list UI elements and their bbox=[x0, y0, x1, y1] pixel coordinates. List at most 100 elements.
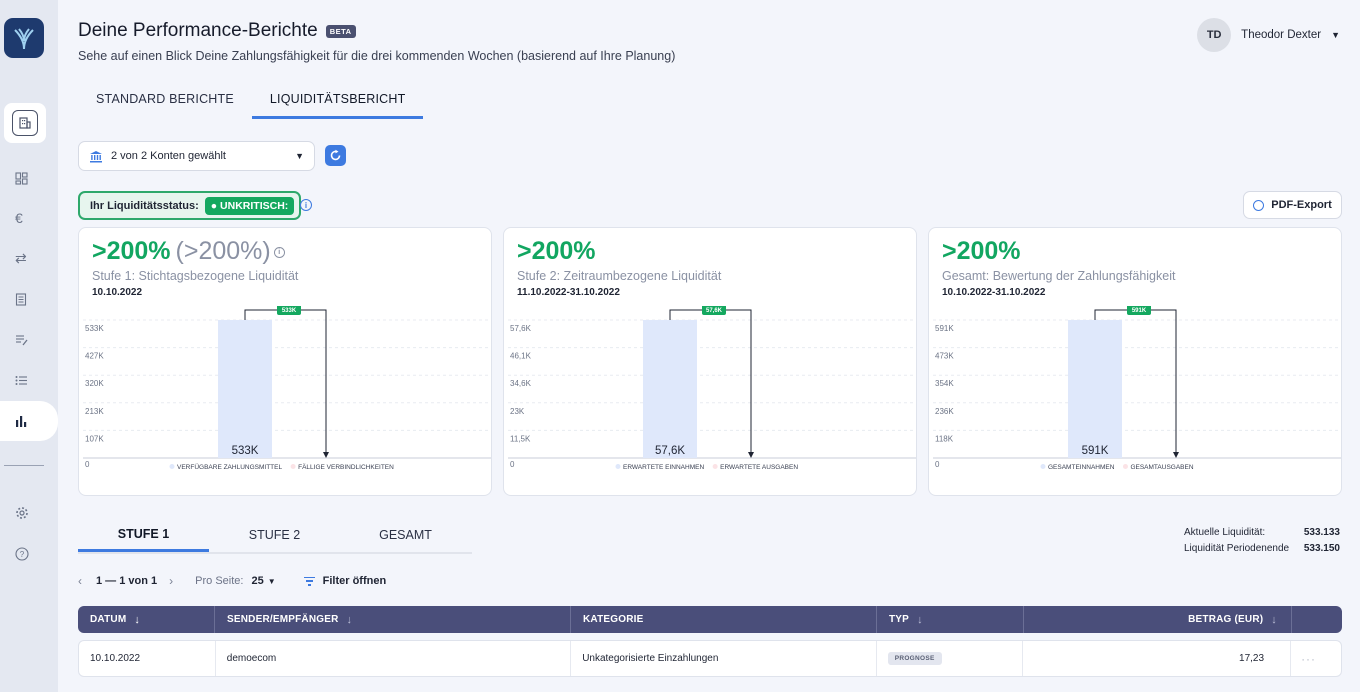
sidebar-item-transfers[interactable]: ⇄ bbox=[0, 240, 58, 276]
tab-liquidity-report[interactable]: LIQUIDITÄTSBERICHT bbox=[251, 88, 424, 119]
refresh-button[interactable] bbox=[325, 145, 346, 166]
sidebar-item-list[interactable] bbox=[0, 362, 58, 398]
legend-label: FÄLLIGE VERBINDLICHKEITEN bbox=[298, 463, 394, 471]
export-icon bbox=[1253, 199, 1265, 211]
sidebar-item-help[interactable]: ? bbox=[0, 536, 58, 572]
legend-label: GESAMTAUSGABEN bbox=[1130, 464, 1193, 471]
column-header-party[interactable]: SENDER/EMPFÄNGER ↓ bbox=[215, 606, 571, 633]
card-stufe-1: >200% (>200%) i Stufe 1: Stichtagsbezogene… bbox=[78, 227, 492, 496]
transfer-icon: ⇄ bbox=[15, 249, 27, 266]
sidebar-item-edit-list[interactable] bbox=[0, 322, 58, 358]
tab-standard-reports[interactable]: STANDARD BERICHTE bbox=[96, 92, 234, 106]
account-select[interactable]: 2 von 2 Konten gewählt ▼ bbox=[78, 141, 315, 171]
info-icon[interactable]: i bbox=[300, 199, 312, 211]
sidebar-item-settings[interactable] bbox=[0, 495, 58, 531]
card-date: 10.10.2022-31.10.2022 bbox=[942, 287, 1046, 298]
y-tick-label: 0 bbox=[935, 460, 940, 469]
pagination: ‹ 1 — 1 von 1 › Pro Seite: 25 ▼ Filter ö… bbox=[78, 574, 386, 588]
per-page-select[interactable]: 25 bbox=[251, 575, 264, 587]
page-header: Deine Performance-Berichte BETA bbox=[78, 20, 356, 42]
y-tick-label: 34,6K bbox=[510, 379, 532, 388]
marker-badge-label: 57,6K bbox=[706, 308, 723, 314]
income-bar-label: 591K bbox=[1082, 445, 1109, 457]
info-icon[interactable]: i bbox=[273, 246, 285, 258]
sidebar-item-company[interactable] bbox=[4, 103, 46, 143]
column-header-type[interactable]: TYP ↓ bbox=[877, 606, 1024, 633]
user-menu[interactable]: TD Theodor Dexter ▼ bbox=[1197, 18, 1340, 52]
help-icon: ? bbox=[15, 547, 29, 561]
filter-button[interactable]: Filter öffnen bbox=[303, 575, 387, 587]
column-label: TYP bbox=[889, 614, 910, 625]
y-tick-label: 0 bbox=[510, 460, 515, 469]
y-tick-label: 213K bbox=[85, 407, 104, 416]
liquidity-status: Ihr Liquiditätsstatus: ● UNKRITISCH: bbox=[78, 191, 302, 220]
tab-stufe-1[interactable]: STUFE 1 bbox=[78, 518, 209, 552]
column-header-amount[interactable]: BETRAG (EUR) ↓ bbox=[1024, 606, 1292, 633]
current-liquidity-value: 533.133 bbox=[1303, 527, 1340, 538]
card-subtitle: Stufe 1: Stichtagsbezogene Liquidität bbox=[92, 269, 299, 283]
svg-text:?: ? bbox=[20, 550, 25, 559]
y-tick-label: 533K bbox=[85, 324, 104, 333]
chevron-down-icon: ▼ bbox=[267, 576, 276, 586]
document-icon bbox=[15, 292, 27, 306]
sidebar-item-reports[interactable] bbox=[0, 401, 58, 441]
edit-list-icon bbox=[16, 335, 28, 346]
page-subtitle: Sehe auf einen Blick Deine Zahlungsfähig… bbox=[78, 49, 676, 63]
prev-page-icon[interactable]: ‹ bbox=[78, 574, 82, 588]
cell-date: 10.10.2022 bbox=[79, 641, 216, 676]
building-icon bbox=[19, 117, 31, 129]
income-bar bbox=[1068, 320, 1122, 458]
legend-swatch bbox=[712, 464, 718, 469]
legend-swatch bbox=[1122, 464, 1128, 469]
y-tick-label: 236K bbox=[935, 407, 954, 416]
dashboard-icon bbox=[15, 171, 28, 185]
card-ratio-value: >200% bbox=[92, 237, 171, 265]
page-range: 1 — 1 von 1 bbox=[96, 575, 158, 587]
income-bar bbox=[643, 320, 697, 458]
y-tick-label: 11,5K bbox=[510, 434, 531, 443]
refresh-icon bbox=[330, 149, 341, 161]
sidebar-item-finance[interactable]: € bbox=[0, 200, 58, 236]
card-ratio-value: >200% bbox=[942, 237, 1021, 265]
bar-chart-icon bbox=[16, 416, 27, 427]
marker-badge-label: 533K bbox=[282, 308, 297, 314]
chevron-down-icon: ▼ bbox=[1331, 30, 1340, 40]
app-logo[interactable] bbox=[4, 18, 44, 58]
report-tabs: STANDARD BERICHTE LIQUIDITÄTSBERICHT bbox=[78, 88, 424, 119]
y-tick-label: 354K bbox=[935, 379, 954, 388]
liquidity-chart-gesamt: 591K 473K 354K 236K 118K 0 591K 591K GESAMTEINNA… bbox=[933, 306, 1341, 471]
sort-arrow-icon: ↓ bbox=[1271, 613, 1277, 626]
next-page-icon[interactable]: › bbox=[169, 574, 174, 588]
status-badge: ● UNKRITISCH: bbox=[204, 196, 295, 215]
column-header-actions bbox=[1292, 606, 1342, 633]
column-label: BETRAG (EUR) bbox=[1188, 614, 1264, 625]
tab-stufe-2[interactable]: STUFE 2 bbox=[248, 528, 301, 542]
marker-badge-label: 591K bbox=[1132, 308, 1147, 314]
period-end-liquidity-label: Liquidität Periodenende bbox=[1184, 543, 1290, 554]
y-tick-label: 57,6K bbox=[510, 324, 532, 333]
table-row[interactable]: 10.10.2022 demoecom Unkategorisierte Ein… bbox=[78, 640, 1342, 677]
period-end-liquidity-value: 533.150 bbox=[1303, 543, 1340, 554]
sidebar-item-dashboard[interactable] bbox=[0, 160, 58, 196]
y-tick-label: 320K bbox=[85, 379, 104, 388]
tab-gesamt[interactable]: GESAMT bbox=[379, 528, 432, 542]
filter-label: Filter öffnen bbox=[322, 575, 387, 587]
cell-category: Unkategorisierte Einzahlungen bbox=[571, 641, 877, 676]
income-bar-label: 57,6K bbox=[655, 445, 685, 457]
sort-arrow-icon: ↓ bbox=[134, 613, 141, 626]
pdf-export-button[interactable]: PDF-Export bbox=[1243, 191, 1342, 219]
more-icon: ··· bbox=[1301, 651, 1317, 666]
level-tabs: STUFE 1 STUFE 2 GESAMT bbox=[78, 518, 472, 554]
account-select-label: 2 von 2 Konten gewählt bbox=[111, 150, 226, 162]
legend-label: VERFÜGBARE ZAHLUNGSMITTEL bbox=[177, 463, 282, 471]
logo-icon bbox=[14, 28, 34, 50]
column-header-category[interactable]: KATEGORIE bbox=[571, 606, 877, 633]
column-header-date[interactable]: DATUM ↓ bbox=[78, 606, 215, 633]
y-tick-label: 591K bbox=[935, 324, 954, 333]
legend-swatch bbox=[1040, 464, 1046, 469]
cell-type: PROGNOSE bbox=[877, 641, 1024, 676]
sidebar-item-documents[interactable] bbox=[0, 281, 58, 317]
card-date: 10.10.2022 bbox=[92, 287, 143, 298]
legend-swatch bbox=[290, 464, 296, 469]
row-actions-button[interactable]: ··· bbox=[1291, 641, 1341, 676]
